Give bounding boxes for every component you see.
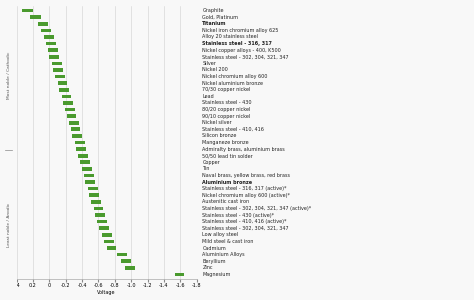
Bar (63, 101, 73, 105)
Bar (99, 226, 109, 230)
Text: Silicon bronze: Silicon bronze (202, 134, 237, 138)
Text: Nickel silver: Nickel silver (202, 120, 232, 125)
Text: 80/20 copper nickel: 80/20 copper nickel (202, 107, 251, 112)
Bar (52, 61, 62, 65)
Text: Nickel chromium alloy 600: Nickel chromium alloy 600 (202, 74, 268, 79)
Text: Most noble / Cathodic: Most noble / Cathodic (7, 51, 10, 99)
Text: Alloy 20 stainless steel: Alloy 20 stainless steel (202, 34, 258, 40)
Text: Nickel 200: Nickel 200 (202, 68, 228, 73)
Bar (95, 213, 105, 217)
Text: Mild steel & cast iron: Mild steel & cast iron (202, 239, 254, 244)
Text: Stainless steel - 316, 317: Stainless steel - 316, 317 (202, 41, 272, 46)
Bar (93, 207, 103, 210)
Bar (38, 22, 48, 26)
Bar (30, 15, 41, 19)
Bar (72, 134, 82, 138)
Text: Low alloy steel: Low alloy steel (202, 232, 238, 237)
Text: Aluminium bronze: Aluminium bronze (202, 180, 252, 184)
Text: Stainless steel - 302, 304, 321, 347: Stainless steel - 302, 304, 321, 347 (202, 226, 289, 231)
Bar (46, 42, 56, 45)
Bar (65, 108, 75, 111)
Text: Stainless steel - 302, 304, 321, 347 (active)*: Stainless steel - 302, 304, 321, 347 (ac… (202, 206, 311, 211)
Bar (57, 81, 67, 85)
Text: Stainless steel - 302, 304, 321, 347: Stainless steel - 302, 304, 321, 347 (202, 54, 289, 59)
Text: Tin: Tin (202, 167, 210, 171)
Bar (66, 114, 76, 118)
Bar (85, 180, 95, 184)
Text: Titanium: Titanium (202, 21, 227, 26)
X-axis label: Voltage: Voltage (97, 290, 116, 295)
Text: Stainless steel - 410, 416: Stainless steel - 410, 416 (202, 127, 264, 132)
Bar (49, 55, 59, 58)
Bar (97, 220, 107, 224)
Text: Aluminium Alloys: Aluminium Alloys (202, 252, 245, 257)
Text: Least noble / Anodic: Least noble / Anodic (7, 203, 10, 247)
Bar (75, 141, 84, 144)
Text: Nickel iron chromium alloy 625: Nickel iron chromium alloy 625 (202, 28, 279, 33)
Text: Austenitic cast iron: Austenitic cast iron (202, 199, 249, 204)
Bar (107, 246, 117, 250)
Text: Stainless steel - 410, 416 (active)*: Stainless steel - 410, 416 (active)* (202, 219, 287, 224)
Bar (76, 147, 86, 151)
Text: Beryllium: Beryllium (202, 259, 226, 264)
Bar (117, 253, 127, 256)
Bar (82, 167, 92, 171)
Text: Naval brass, yellow brass, red brass: Naval brass, yellow brass, red brass (202, 173, 290, 178)
Bar (174, 273, 184, 276)
Bar (41, 28, 51, 32)
Bar (91, 200, 101, 204)
Bar (78, 154, 88, 158)
Text: Zinc: Zinc (202, 265, 213, 270)
Bar (121, 260, 131, 263)
Bar (81, 160, 90, 164)
Text: Stainless steel - 316, 317 (active)*: Stainless steel - 316, 317 (active)* (202, 186, 287, 191)
Text: Admiralty brass, aluminium brass: Admiralty brass, aluminium brass (202, 147, 285, 152)
Text: Nickel copper alloys - 400, K500: Nickel copper alloys - 400, K500 (202, 48, 281, 53)
Bar (90, 194, 99, 197)
Text: Gold, Platinum: Gold, Platinum (202, 15, 238, 20)
Text: Cadmium: Cadmium (202, 245, 226, 250)
Bar (62, 94, 72, 98)
Bar (54, 68, 63, 72)
Bar (71, 128, 81, 131)
Text: Nickel aluminium bronze: Nickel aluminium bronze (202, 81, 263, 86)
Text: Stainless steel - 430 (active)*: Stainless steel - 430 (active)* (202, 212, 274, 217)
Text: Lead: Lead (202, 94, 214, 99)
Text: 70/30 copper nickel: 70/30 copper nickel (202, 87, 251, 92)
Text: Stainless steel - 430: Stainless steel - 430 (202, 100, 252, 105)
Text: Graphite: Graphite (202, 8, 224, 13)
Bar (48, 48, 57, 52)
Text: Magnesium: Magnesium (202, 272, 231, 277)
Text: Silver: Silver (202, 61, 216, 66)
Bar (69, 121, 79, 124)
Bar (104, 240, 114, 243)
Bar (84, 174, 93, 177)
Text: 50/50 lead tin solder: 50/50 lead tin solder (202, 153, 253, 158)
Text: Copper: Copper (202, 160, 220, 165)
Text: Nickel chromium alloy 600 (active)*: Nickel chromium alloy 600 (active)* (202, 193, 290, 198)
Text: 90/10 copper nickel: 90/10 copper nickel (202, 114, 250, 118)
Bar (21, 9, 33, 12)
Text: Manganeze bronze: Manganeze bronze (202, 140, 249, 145)
Bar (55, 75, 65, 78)
Bar (45, 35, 54, 39)
Bar (102, 233, 111, 237)
Bar (59, 88, 69, 92)
Bar (88, 187, 98, 190)
Bar (126, 266, 135, 270)
